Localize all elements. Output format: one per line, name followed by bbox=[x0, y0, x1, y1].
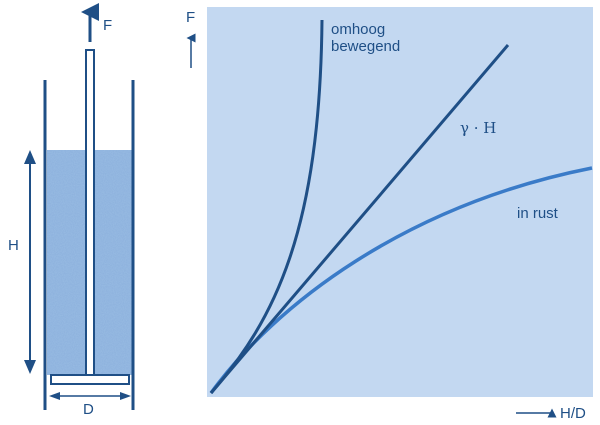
graph-panel bbox=[207, 7, 593, 397]
series-label-omhoog-bewegend: omhoog bewegend bbox=[331, 21, 400, 55]
graph: F H/D omhoog bewegend γ · H in rust bbox=[186, 7, 593, 422]
y-axis-label: F bbox=[186, 9, 195, 26]
series-line-omhoog-bewegend bbox=[209, 19, 324, 394]
height-arrow-bottom bbox=[24, 360, 36, 374]
height-arrow-top bbox=[24, 150, 36, 164]
piston-plate bbox=[50, 374, 130, 385]
piston-rod bbox=[85, 49, 95, 376]
height-label: H bbox=[8, 237, 19, 254]
series-label-bewegend-line: bewegend bbox=[331, 38, 400, 55]
diameter-arrow-left bbox=[49, 392, 60, 400]
x-axis-label: H/D bbox=[560, 405, 586, 422]
force-label: F bbox=[103, 17, 112, 34]
series-label-in-rust: in rust bbox=[517, 205, 559, 222]
diameter-label: D bbox=[83, 401, 94, 418]
series-label-gamma-h: γ · H bbox=[460, 119, 496, 137]
series-label-omhoog-line: omhoog bbox=[331, 21, 385, 38]
apparatus: F H D bbox=[8, 3, 135, 418]
diameter-arrow-right bbox=[120, 392, 131, 400]
series-line-gamma-h bbox=[209, 44, 510, 394]
